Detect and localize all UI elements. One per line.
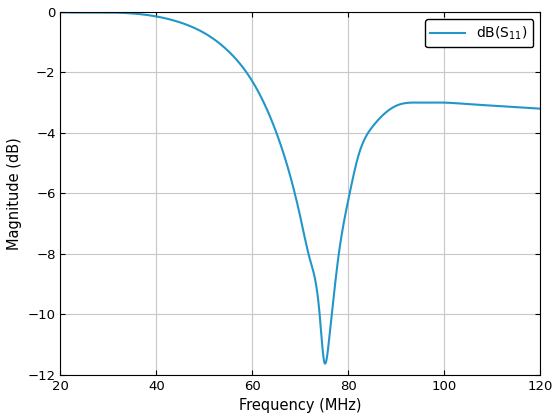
dB(S$_{11}$) [57, 10, 64, 15]
Legend: dB(S$_{11}$): dB(S$_{11}$) [425, 19, 534, 47]
dB(S$_{11}$) [537, 106, 544, 111]
X-axis label: Frequency (MHz): Frequency (MHz) [239, 398, 362, 413]
dB(S$_{11}$) [523, 105, 530, 110]
dB(S$_{11}$) [278, 144, 284, 149]
dB(S$_{11}$) [321, 361, 328, 366]
Line: dB(S$_{11}$): dB(S$_{11}$) [60, 12, 540, 364]
dB(S$_{11}$) [291, 187, 297, 192]
dB(S$_{11}$) [82, 10, 88, 15]
dB(S$_{11}$) [524, 105, 530, 110]
dB(S$_{11}$) [435, 100, 442, 105]
Y-axis label: Magnitude (dB): Magnitude (dB) [7, 137, 22, 249]
